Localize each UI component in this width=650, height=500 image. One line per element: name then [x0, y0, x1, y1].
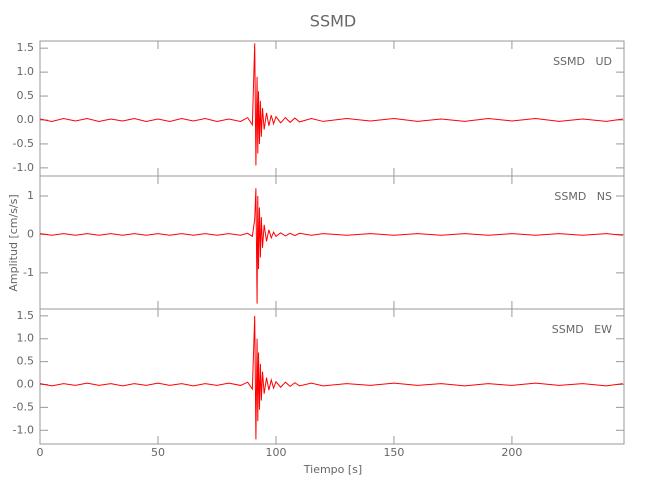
panel-label: SSMD UD: [553, 55, 612, 68]
y-axis-label: Amplitud [cm/s/s]: [7, 194, 20, 291]
chart-title: SSMD: [310, 12, 356, 31]
y-tick-label: -1.0: [13, 161, 34, 174]
x-tick-label: 50: [151, 446, 165, 459]
y-tick-label: 0: [27, 227, 34, 240]
y-tick-label: 1: [27, 189, 34, 202]
waveform: [39, 188, 623, 304]
y-tick-label: 0.5: [17, 89, 35, 102]
y-tick-label: -1.0: [13, 423, 34, 436]
waveform: [39, 315, 623, 440]
panel-frame: [39, 175, 625, 310]
y-tick-label: 0.0: [17, 113, 35, 126]
y-tick-label: -0.5: [13, 137, 34, 150]
panel-frame: [39, 308, 625, 445]
y-tick-label: 1.5: [17, 41, 35, 54]
panel-label: SSMD NS: [554, 190, 612, 203]
y-tick-label: -0.5: [13, 400, 34, 413]
x-axis-label: Tiempo [s]: [303, 463, 362, 476]
y-tick-label: 1.5: [17, 309, 35, 322]
panel-label: SSMD EW: [552, 323, 612, 336]
y-tick-label: -1: [23, 266, 34, 279]
x-tick-label: 200: [501, 446, 522, 459]
x-tick-label: 0: [37, 446, 44, 459]
x-tick-label: 100: [265, 446, 286, 459]
x-tick-label: 150: [383, 446, 404, 459]
y-tick-label: 0.5: [17, 355, 35, 368]
y-tick-label: 1.0: [17, 332, 35, 345]
y-tick-label: 1.0: [17, 65, 35, 78]
waveform: [39, 43, 623, 166]
y-tick-label: 0.0: [17, 378, 35, 391]
panel-frame: [39, 40, 625, 177]
